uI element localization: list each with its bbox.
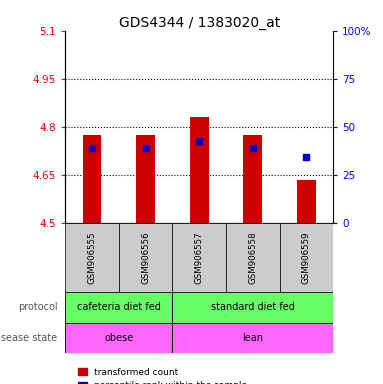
- Text: GSM906555: GSM906555: [87, 231, 97, 284]
- Text: GSM906557: GSM906557: [195, 231, 204, 284]
- Bar: [119, 223, 172, 292]
- Text: disease state: disease state: [0, 333, 57, 343]
- Bar: [65, 292, 172, 323]
- Bar: [226, 223, 280, 292]
- Title: GDS4344 / 1383020_at: GDS4344 / 1383020_at: [118, 16, 280, 30]
- Text: standard diet fed: standard diet fed: [211, 302, 295, 312]
- Bar: [172, 323, 333, 353]
- Bar: [244, 135, 262, 223]
- Bar: [172, 223, 226, 292]
- Text: GSM906556: GSM906556: [141, 231, 150, 284]
- Bar: [190, 117, 208, 223]
- Bar: [65, 323, 172, 353]
- Text: protocol: protocol: [18, 302, 57, 312]
- Bar: [65, 223, 119, 292]
- Bar: [297, 180, 316, 223]
- Text: GSM906559: GSM906559: [302, 231, 311, 283]
- Bar: [172, 292, 333, 323]
- Bar: [280, 223, 333, 292]
- Text: lean: lean: [242, 333, 263, 343]
- Bar: [83, 135, 101, 223]
- Text: cafeteria diet fed: cafeteria diet fed: [77, 302, 160, 312]
- Text: GSM906558: GSM906558: [248, 231, 257, 284]
- Bar: [136, 135, 155, 223]
- Text: obese: obese: [104, 333, 133, 343]
- Legend: transformed count, percentile rank within the sample: transformed count, percentile rank withi…: [77, 367, 249, 384]
